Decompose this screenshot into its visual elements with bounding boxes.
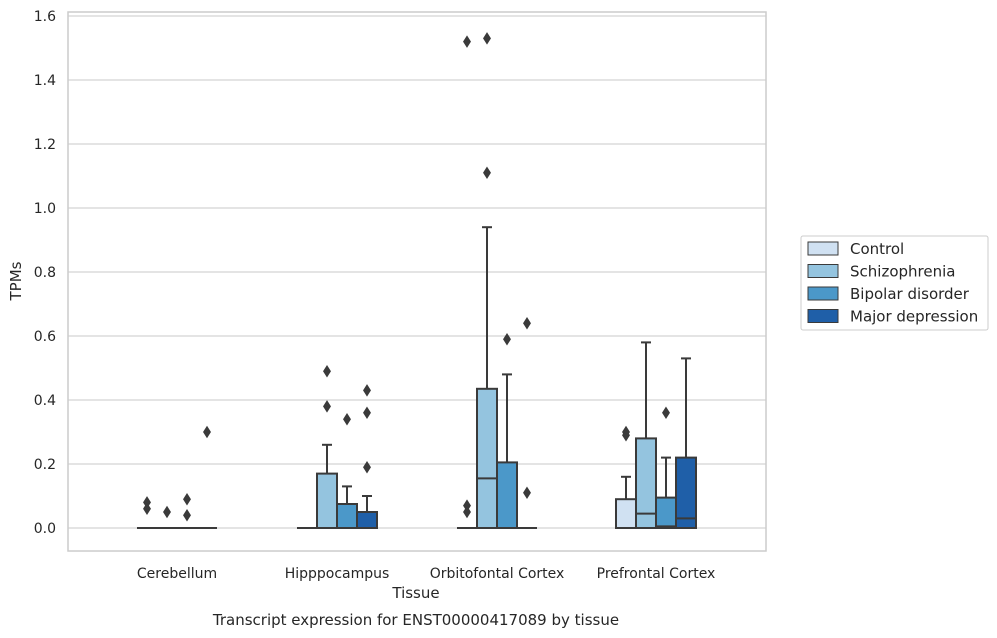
legend-swatch xyxy=(807,264,839,278)
box-group xyxy=(177,492,197,529)
y-tick-label: 0.0 xyxy=(34,521,56,537)
x-tick-labels: Cerebellum Hipppocampus Orbitofontal Corte… xyxy=(137,566,715,582)
legend: Control Schizophrenia Bipolar disorder Majo… xyxy=(800,235,989,331)
y-axis-label: TPMs xyxy=(7,261,25,301)
box-group xyxy=(197,425,217,529)
box-body xyxy=(476,387,498,529)
legend-frame xyxy=(800,235,989,331)
box-group xyxy=(336,412,358,529)
outlier-point xyxy=(363,460,371,474)
outlier-point xyxy=(483,166,491,180)
outlier-point xyxy=(323,400,331,413)
box-group xyxy=(655,406,677,530)
box-group xyxy=(457,35,477,529)
box-body xyxy=(655,496,677,530)
legend-label: Bipolar disorder xyxy=(850,285,970,303)
box-group xyxy=(316,364,338,530)
y-tick-label: 0.4 xyxy=(34,393,56,409)
outlier-point xyxy=(363,406,371,420)
box-body xyxy=(635,437,657,529)
y-tick-labels: 0.0 0.2 0.4 0.6 0.8 1.0 1.2 1.4 1.6 xyxy=(34,9,56,537)
y-tick-label: 0.2 xyxy=(34,457,56,473)
box-group xyxy=(517,316,537,529)
box-body xyxy=(356,511,378,529)
outlier-point xyxy=(203,425,211,439)
y-tick-label: 0.8 xyxy=(34,265,56,281)
outlier-point xyxy=(323,364,331,378)
box-body xyxy=(316,472,338,530)
x-tick-label: Cerebellum xyxy=(137,566,217,582)
outlier-point xyxy=(343,412,351,426)
box-group xyxy=(615,425,637,530)
x-tick-label: Hipppocampus xyxy=(285,566,390,582)
outlier-point xyxy=(463,505,471,519)
outlier-point xyxy=(183,492,191,506)
plot-frame xyxy=(67,11,767,552)
box-body xyxy=(675,456,697,530)
y-tick-label: 1.0 xyxy=(34,201,56,217)
outlier-point xyxy=(622,425,630,439)
x-tick-label: Orbitofontal Cortex xyxy=(430,566,565,582)
x-tick-label: Prefrontal Cortex xyxy=(597,566,716,582)
box-group xyxy=(496,332,518,529)
legend-label: Major depression xyxy=(850,308,978,326)
legend-label: Control xyxy=(850,240,904,258)
box-group xyxy=(675,357,697,530)
outlier-point xyxy=(163,505,171,519)
box-group xyxy=(476,32,498,529)
outlier-point xyxy=(523,316,531,330)
outlier-point xyxy=(523,486,531,500)
box-group xyxy=(635,341,657,529)
box-body xyxy=(336,503,358,529)
outlier-point xyxy=(483,32,491,45)
outlier-point xyxy=(363,384,371,397)
chart-caption: Transcript expression for ENST0000041708… xyxy=(212,611,619,629)
legend-label: Schizophrenia xyxy=(850,263,955,281)
legend-swatch xyxy=(807,241,839,256)
box-group xyxy=(356,384,378,529)
box-body xyxy=(615,498,637,530)
outlier-point xyxy=(662,406,670,420)
y-tick-label: 1.4 xyxy=(34,73,56,89)
grid-lines xyxy=(68,15,766,529)
x-axis-label: Tissue xyxy=(391,584,439,602)
y-tick-label: 0.6 xyxy=(34,329,56,345)
legend-swatch xyxy=(807,309,839,323)
plot-marks xyxy=(137,32,697,530)
legend-swatch xyxy=(807,286,839,301)
y-tick-label: 1.2 xyxy=(34,137,56,153)
y-tick-label: 1.6 xyxy=(34,9,56,25)
box-group xyxy=(157,505,177,529)
box-body xyxy=(496,461,518,529)
outlier-point xyxy=(463,35,471,48)
outlier-point xyxy=(503,332,511,346)
outlier-point xyxy=(183,508,191,522)
box-group xyxy=(137,496,157,529)
outlier-point xyxy=(143,502,151,516)
